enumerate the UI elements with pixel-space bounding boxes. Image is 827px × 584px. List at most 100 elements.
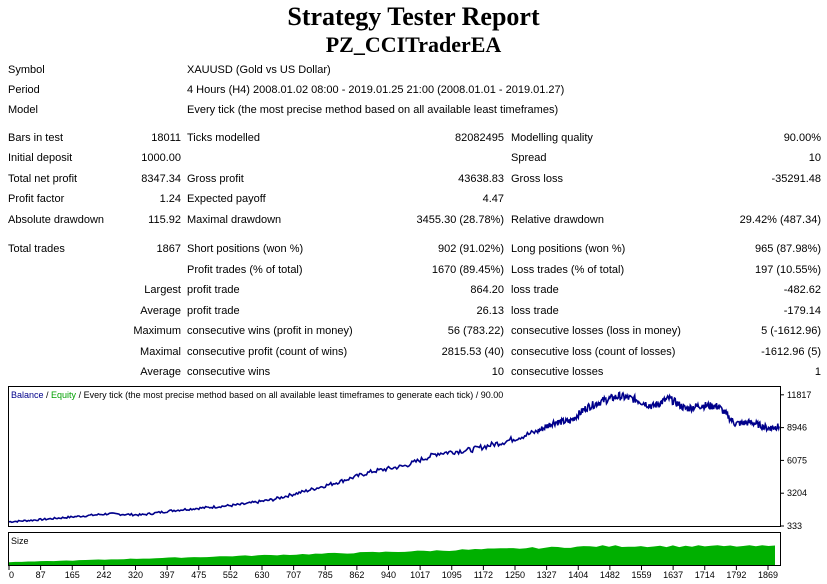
average-consec-wins-label: consecutive wins bbox=[187, 366, 271, 378]
symbol-label: Symbol bbox=[8, 64, 45, 76]
legend-model: / Every tick (the most precise method ba… bbox=[76, 390, 503, 400]
x-tick-label: 1869 bbox=[758, 570, 778, 579]
main-plot-frame bbox=[8, 386, 781, 527]
maximum-losses-value: 5 (-1612.96) bbox=[761, 325, 821, 337]
largest-label: Largest bbox=[144, 284, 181, 296]
modelling-quality-label: Modelling quality bbox=[511, 132, 593, 144]
maximum-wins-value: 56 (783.22) bbox=[447, 325, 504, 337]
x-tick-label: 552 bbox=[223, 570, 238, 579]
initial-deposit-value: 1000.00 bbox=[141, 152, 181, 164]
x-tick-label: 1017 bbox=[410, 570, 430, 579]
profit-trades-label: Profit trades (% of total) bbox=[187, 264, 303, 276]
short-positions-value: 902 (91.02%) bbox=[437, 243, 504, 255]
expected-payoff-label: Expected payoff bbox=[187, 193, 266, 205]
maximal-label: Maximal bbox=[140, 346, 181, 358]
legend-size: Size bbox=[11, 536, 29, 546]
x-tick-label: 0 bbox=[9, 570, 14, 579]
x-tick-label: 1095 bbox=[442, 570, 462, 579]
average-loss-label: loss trade bbox=[511, 305, 559, 317]
average-profit-label: profit trade bbox=[187, 305, 240, 317]
x-tick-label: 320 bbox=[128, 570, 143, 579]
report-title: Strategy Tester Report bbox=[287, 2, 540, 31]
x-tick-label: 242 bbox=[96, 570, 111, 579]
x-tick-label: 630 bbox=[254, 570, 269, 579]
x-tick-label: 397 bbox=[160, 570, 175, 579]
balance-line bbox=[8, 391, 780, 524]
bars-in-test-label: Bars in test bbox=[8, 132, 64, 144]
x-tick-label: 1250 bbox=[505, 570, 525, 579]
loss-trades-label: Loss trades (% of total) bbox=[511, 264, 625, 276]
ticks-modelled-value: 82082495 bbox=[455, 132, 504, 144]
long-positions-value: 965 (87.98%) bbox=[754, 243, 821, 255]
y-tick-label: 8946 bbox=[787, 423, 807, 433]
average-label: Average bbox=[140, 305, 181, 317]
average-consec-wins-value: 10 bbox=[491, 366, 504, 378]
maximal-drawdown-value: 3455.30 (28.78%) bbox=[416, 214, 504, 226]
relative-drawdown-value: 29.42% (487.34) bbox=[739, 214, 821, 226]
maximal-profit-label: consecutive profit (count of wins) bbox=[187, 346, 348, 358]
x-tick-label: 1714 bbox=[695, 570, 715, 579]
spread-value: 10 bbox=[808, 152, 821, 164]
average-loss-value: -179.14 bbox=[783, 305, 821, 317]
gross-profit-value: 43638.83 bbox=[458, 173, 504, 185]
total-trades-value: 1867 bbox=[156, 243, 181, 255]
short-positions-label: Short positions (won %) bbox=[187, 243, 304, 255]
largest-loss-label: loss trade bbox=[511, 284, 559, 296]
y-tick-label: 333 bbox=[787, 521, 802, 531]
y-tick-label: 6075 bbox=[787, 455, 807, 465]
x-tick-label: 940 bbox=[381, 570, 396, 579]
x-tick-label: 1327 bbox=[537, 570, 557, 579]
absolute-drawdown-value: 115.92 bbox=[148, 214, 181, 226]
legend-equity: Equity bbox=[51, 390, 77, 400]
maximal-loss-value: -1612.96 (5) bbox=[761, 346, 821, 358]
model-value: Every tick (the most precise method base… bbox=[187, 104, 559, 116]
spread-label: Spread bbox=[511, 152, 547, 164]
x-tick-label: 1482 bbox=[600, 570, 620, 579]
long-positions-label: Long positions (won %) bbox=[511, 243, 626, 255]
total-trades-label: Total trades bbox=[8, 243, 65, 255]
bars-in-test-value: 18011 bbox=[151, 132, 181, 144]
x-tick-label: 862 bbox=[349, 570, 364, 579]
ticks-modelled-label: Ticks modelled bbox=[187, 132, 260, 144]
absolute-drawdown-label: Absolute drawdown bbox=[8, 214, 105, 226]
loss-trades-value: 197 (10.55%) bbox=[754, 264, 821, 276]
maximal-profit-value: 2815.53 (40) bbox=[441, 346, 504, 358]
y-tick-label: 11817 bbox=[787, 390, 811, 400]
largest-profit-label: profit trade bbox=[187, 284, 240, 296]
balance-chart: Balance / Equity / Every tick (the most … bbox=[8, 386, 811, 579]
size-area bbox=[9, 545, 775, 565]
legend-sep: / bbox=[44, 390, 52, 400]
x-tick-label: 707 bbox=[286, 570, 301, 579]
total-net-profit-label: Total net profit bbox=[8, 173, 78, 185]
profit-trades-value: 1670 (89.45%) bbox=[431, 264, 504, 276]
x-tick-label: 475 bbox=[191, 570, 206, 579]
period-value: 4 Hours (H4) 2008.01.02 08:00 - 2019.01.… bbox=[187, 84, 565, 96]
maximum-wins-label: consecutive wins (profit in money) bbox=[187, 325, 353, 337]
initial-deposit-label: Initial deposit bbox=[8, 152, 73, 164]
relative-drawdown-label: Relative drawdown bbox=[511, 214, 604, 226]
x-tick-label: 1172 bbox=[474, 570, 493, 579]
maximum-losses-label: consecutive losses (loss in money) bbox=[511, 325, 681, 337]
x-tick-label: 165 bbox=[65, 570, 80, 579]
largest-loss-value: -482.62 bbox=[783, 284, 821, 296]
profit-factor-label: Profit factor bbox=[8, 193, 65, 205]
average-consec-losses-label: consecutive losses bbox=[511, 366, 604, 378]
chart-legend: Balance / Equity / Every tick (the most … bbox=[11, 390, 503, 400]
y-tick-label: 3204 bbox=[787, 488, 807, 498]
average-consec-label: Average bbox=[140, 366, 181, 378]
x-tick-label: 87 bbox=[36, 570, 46, 579]
average-consec-losses-value: 1 bbox=[814, 366, 821, 378]
profit-factor-value: 1.24 bbox=[159, 193, 181, 205]
gross-loss-value: -35291.48 bbox=[771, 173, 821, 185]
x-tick-label: 1637 bbox=[663, 570, 683, 579]
gross-loss-label: Gross loss bbox=[511, 173, 563, 185]
largest-profit-value: 864.20 bbox=[470, 284, 504, 296]
expected-payoff-value: 4.47 bbox=[482, 193, 504, 205]
model-label: Model bbox=[8, 104, 38, 116]
modelling-quality-value: 90.00% bbox=[783, 132, 821, 144]
total-net-profit-value: 8347.34 bbox=[141, 173, 181, 185]
period-label: Period bbox=[8, 84, 40, 96]
maximal-loss-label: consecutive loss (count of losses) bbox=[511, 346, 676, 358]
ea-name: PZ_CCITraderEA bbox=[325, 32, 502, 57]
x-tick-label: 1559 bbox=[631, 570, 651, 579]
